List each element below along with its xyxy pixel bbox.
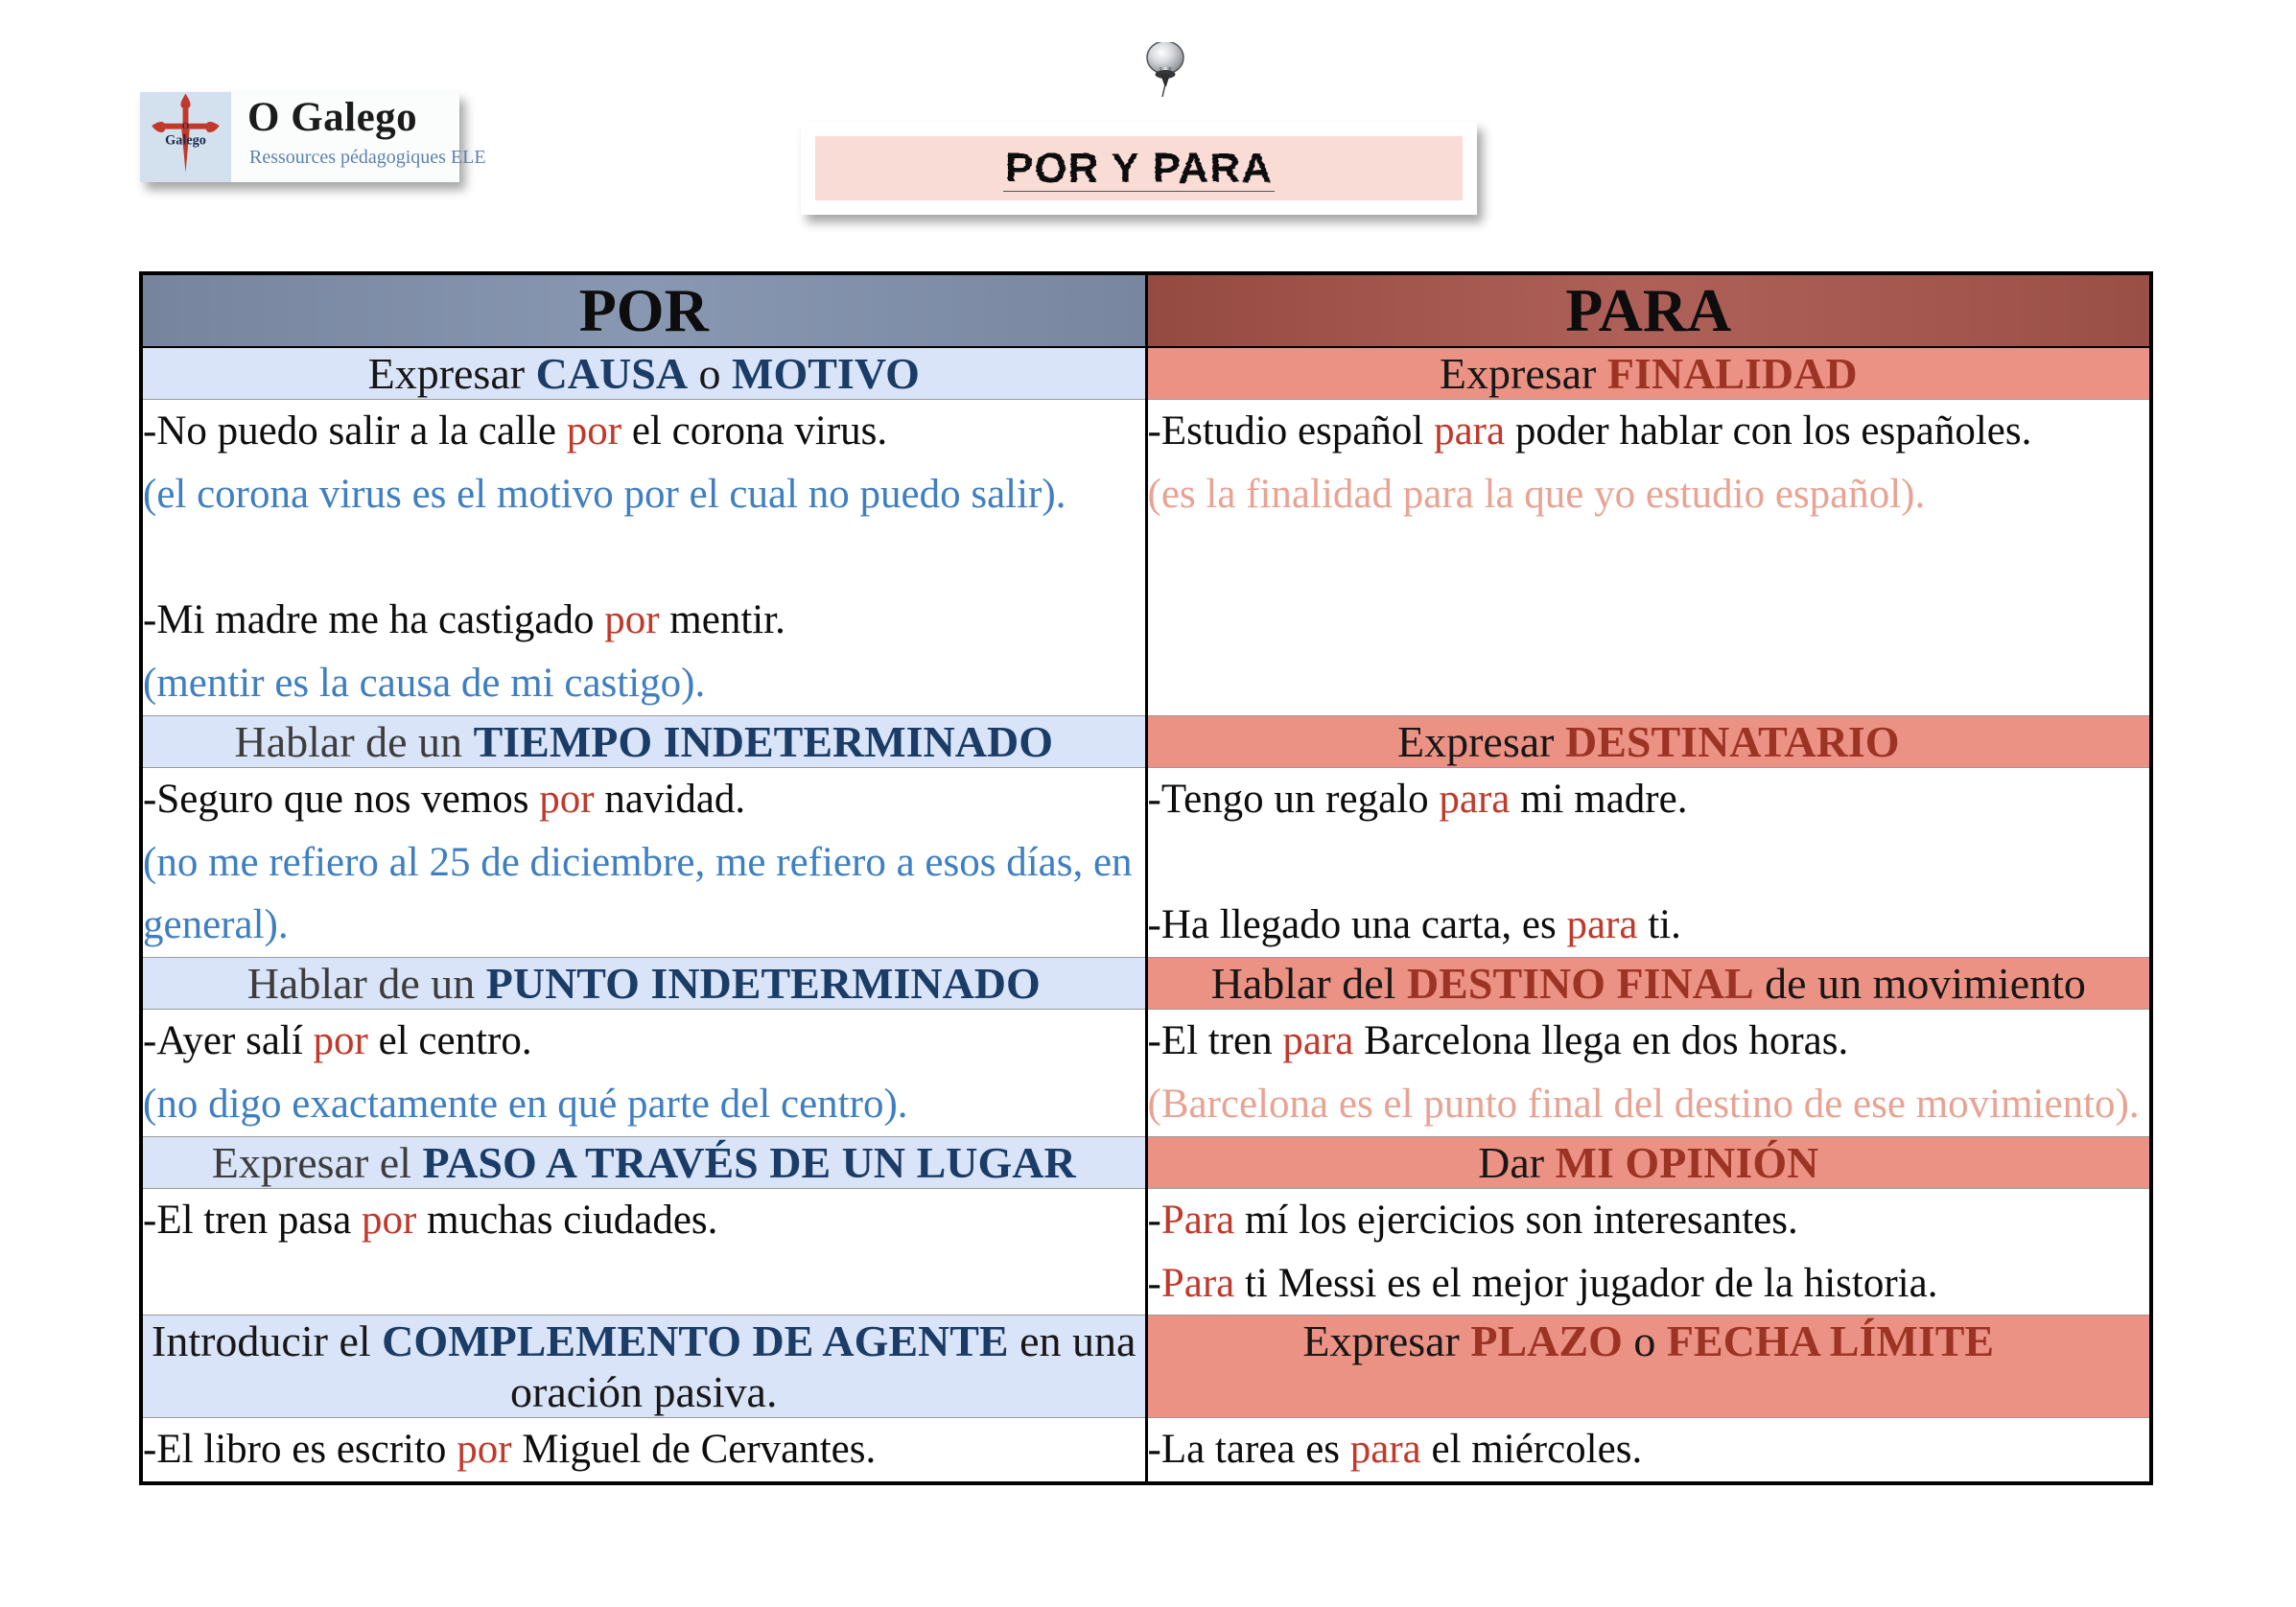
svg-text:Galego: Galego [165,133,206,149]
svg-text:O: O [182,122,189,131]
